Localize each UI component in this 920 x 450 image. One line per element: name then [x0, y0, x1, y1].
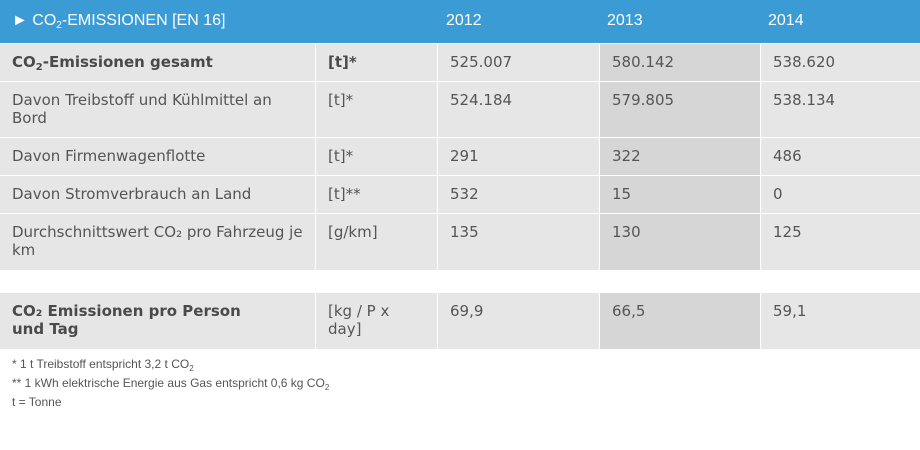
value-2012: 532 — [438, 176, 599, 213]
play-arrow-icon: ► — [12, 12, 28, 29]
table-row: Durchschnittswert CO₂ pro Fahrzeug je km… — [0, 214, 920, 270]
footnote-2: ** 1 kWh elektrische Energie aus Gas ent… — [12, 376, 330, 392]
row-label: CO₂ Emissionen pro Person und Tag — [0, 293, 315, 349]
row-unit: [t]* — [316, 138, 437, 175]
table-row: Davon Stromverbrauch an Land [t]** 532 1… — [0, 176, 920, 213]
value-2014: 59,1 — [761, 293, 920, 349]
header-year-2014: 2014 — [768, 12, 804, 29]
table-row: Davon Treibstoff und Kühlmittel an Bord … — [0, 82, 920, 137]
value-2012: 525.007 — [438, 44, 599, 81]
row-label: Davon Firmenwagenflotte — [0, 138, 315, 175]
header-title-subscript: 2 — [56, 20, 62, 31]
header-year-2012: 2012 — [446, 12, 482, 29]
value-2013: 15 — [600, 176, 760, 213]
row-label: CO2-Emissionen gesamt — [0, 44, 315, 81]
value-2014: 125 — [761, 214, 920, 270]
row-label: Durchschnittswert CO₂ pro Fahrzeug je km — [0, 214, 315, 270]
table-row: Davon Firmenwagenflotte [t]* 291 322 486 — [0, 138, 920, 175]
footnote-1: * 1 t Treibstoff entspricht 3,2 t CO2 — [12, 357, 194, 373]
row-unit: [g/km] — [316, 214, 437, 270]
table-row: CO2-Emissionen gesamt [t]* 525.007 580.1… — [0, 44, 920, 81]
header-title: ► CO2-EMISSIONEN [EN 16] — [12, 12, 225, 31]
row-unit: [t]* — [316, 44, 437, 81]
header-year-2013: 2013 — [607, 12, 643, 29]
value-2014: 538.134 — [761, 82, 920, 137]
row-unit: [t]** — [316, 176, 437, 213]
value-2013: 580.142 — [600, 44, 760, 81]
value-2013: 130 — [600, 214, 760, 270]
header-title-text: CO — [32, 12, 57, 29]
footnotes: * 1 t Treibstoff entspricht 3,2 t CO2 **… — [12, 357, 329, 409]
value-2014: 538.620 — [761, 44, 920, 81]
row-unit: [t]* — [316, 82, 437, 137]
value-2013: 579.805 — [600, 82, 760, 137]
value-2012: 291 — [438, 138, 599, 175]
value-2013: 322 — [600, 138, 760, 175]
header-title-suffix: -EMISSIONEN [EN 16] — [61, 12, 226, 29]
row-unit: [kg / P x day] — [316, 293, 437, 349]
table-row: CO₂ Emissionen pro Person und Tag [kg / … — [0, 293, 920, 349]
value-2014: 0 — [761, 176, 920, 213]
value-2014: 486 — [761, 138, 920, 175]
value-2012: 524.184 — [438, 82, 599, 137]
table-header: ► CO2-EMISSIONEN [EN 16] 2012 2013 2014 — [0, 0, 920, 43]
row-label: Davon Stromverbrauch an Land — [0, 176, 315, 213]
value-2013: 66,5 — [600, 293, 760, 349]
row-label: Davon Treibstoff und Kühlmittel an Bord — [0, 82, 315, 137]
value-2012: 69,9 — [438, 293, 599, 349]
footnote-3: t = Tonne — [12, 395, 62, 409]
value-2012: 135 — [438, 214, 599, 270]
